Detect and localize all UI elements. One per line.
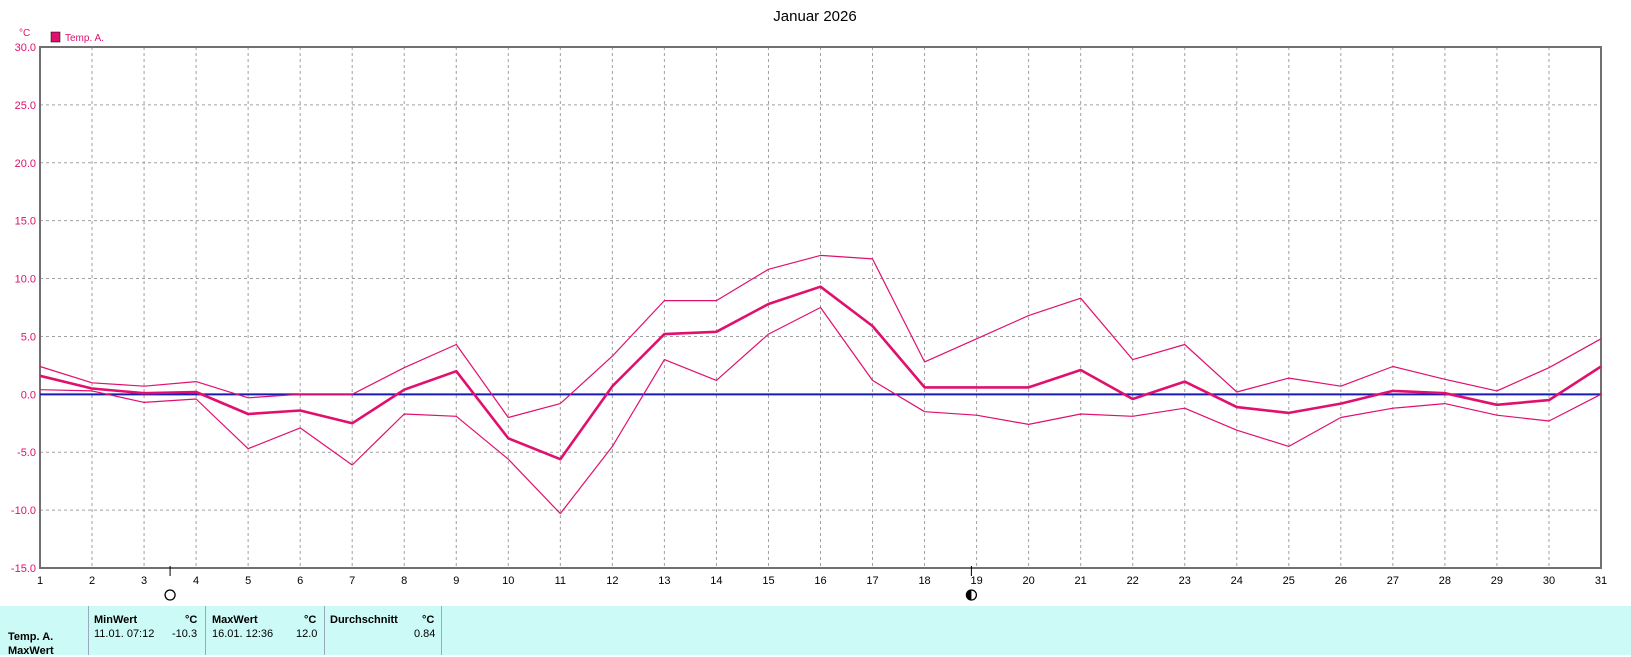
x-tick-label: 22 xyxy=(1127,575,1139,587)
x-tick-label: 9 xyxy=(453,575,459,587)
x-tick-label: 28 xyxy=(1439,575,1451,587)
stats-separator xyxy=(441,606,442,655)
x-tick-label: 27 xyxy=(1387,575,1399,587)
x-tick-label: 3 xyxy=(141,575,147,587)
x-tick-label: 10 xyxy=(502,575,514,587)
y-tick-label: 20.0 xyxy=(15,158,36,170)
x-tick-label: 19 xyxy=(970,575,982,587)
avg-value: 0.84 xyxy=(414,628,436,640)
y-tick-label: 5.0 xyxy=(21,331,36,343)
y-tick-label: -10.0 xyxy=(11,505,36,517)
min-header: MinWert xyxy=(94,614,138,626)
stats-row-label: Temp. A. xyxy=(8,631,54,643)
stats-separator xyxy=(205,606,206,655)
series-line-min xyxy=(39,306,1602,515)
min-time: 11.01. 07:12 xyxy=(94,628,155,640)
x-tick-label: 20 xyxy=(1023,575,1035,587)
x-tick-label: 24 xyxy=(1231,575,1243,587)
x-tick-label: 21 xyxy=(1075,575,1087,587)
plot-frame xyxy=(39,46,1602,569)
x-tick-label: 5 xyxy=(245,575,251,587)
stats-separator xyxy=(88,606,89,655)
max-header: MaxWert xyxy=(212,614,258,626)
x-tick-label: 11 xyxy=(555,575,566,587)
series-line-average xyxy=(39,285,1602,461)
x-tick-label: 26 xyxy=(1335,575,1347,587)
x-tick-label: 1 xyxy=(37,575,43,587)
x-tick-label: 15 xyxy=(762,575,774,587)
avg-unit: °C xyxy=(422,614,435,626)
max-unit: °C xyxy=(304,614,317,626)
y-tick-label: -15.0 xyxy=(11,563,36,575)
x-tick-label: 6 xyxy=(297,575,303,587)
last-quarter-moon-shade xyxy=(966,590,972,600)
min-value: -10.3 xyxy=(172,628,198,640)
x-tick-label: 25 xyxy=(1283,575,1295,587)
min-unit: °C xyxy=(185,614,198,626)
y-axis-unit: °C xyxy=(19,28,30,39)
series-line-max xyxy=(39,254,1602,419)
stats-separator xyxy=(324,606,325,655)
x-tick-label: 7 xyxy=(349,575,355,587)
stats-panel: Temp. A. MaxWert MinWert °C 11.01. 07:12… xyxy=(0,606,1631,657)
x-tick-label: 14 xyxy=(710,575,722,587)
full-moon-icon xyxy=(164,589,176,601)
x-tick-label: 29 xyxy=(1491,575,1503,587)
temperature-chart: Januar 2026 °C Temp. A. 30.025.020.015.0… xyxy=(11,8,1607,601)
legend-label: Temp. A. xyxy=(65,33,104,44)
x-tick-label: 17 xyxy=(866,575,878,587)
y-tick-label: -5.0 xyxy=(17,447,36,459)
max-time: 16.01. 12:36 xyxy=(212,628,274,640)
x-tick-label: 31 xyxy=(1595,575,1607,587)
avg-header: Durchschnitt xyxy=(330,614,398,626)
plot-area: 30.0 25.0 20.0 15.0 10.0 5.0 0.0 -5.0 -10.0 -15.0… xyxy=(11,42,1607,601)
x-tick-label: 2 xyxy=(89,575,95,587)
y-tick-label: 30.0 xyxy=(15,42,36,54)
x-tick-label: 23 xyxy=(1179,575,1191,587)
x-tick-label: 30 xyxy=(1543,575,1555,587)
x-tick-label: 13 xyxy=(658,575,670,587)
stats-row-label-2: MaxWert xyxy=(8,645,54,657)
y-tick-label: 0.0 xyxy=(21,389,36,401)
chart-title: Januar 2026 xyxy=(773,8,856,25)
x-tick-label: 16 xyxy=(814,575,826,587)
max-value: 12.0 xyxy=(296,628,318,640)
x-tick-label: 18 xyxy=(918,575,930,587)
legend-swatch xyxy=(50,31,61,43)
y-tick-label: 15.0 xyxy=(15,216,36,228)
x-tick-label: 8 xyxy=(401,575,407,587)
y-tick-label: 10.0 xyxy=(15,274,36,286)
x-tick-label: 4 xyxy=(193,575,199,587)
x-tick-label: 12 xyxy=(606,575,618,587)
y-tick-label: 25.0 xyxy=(15,100,36,112)
